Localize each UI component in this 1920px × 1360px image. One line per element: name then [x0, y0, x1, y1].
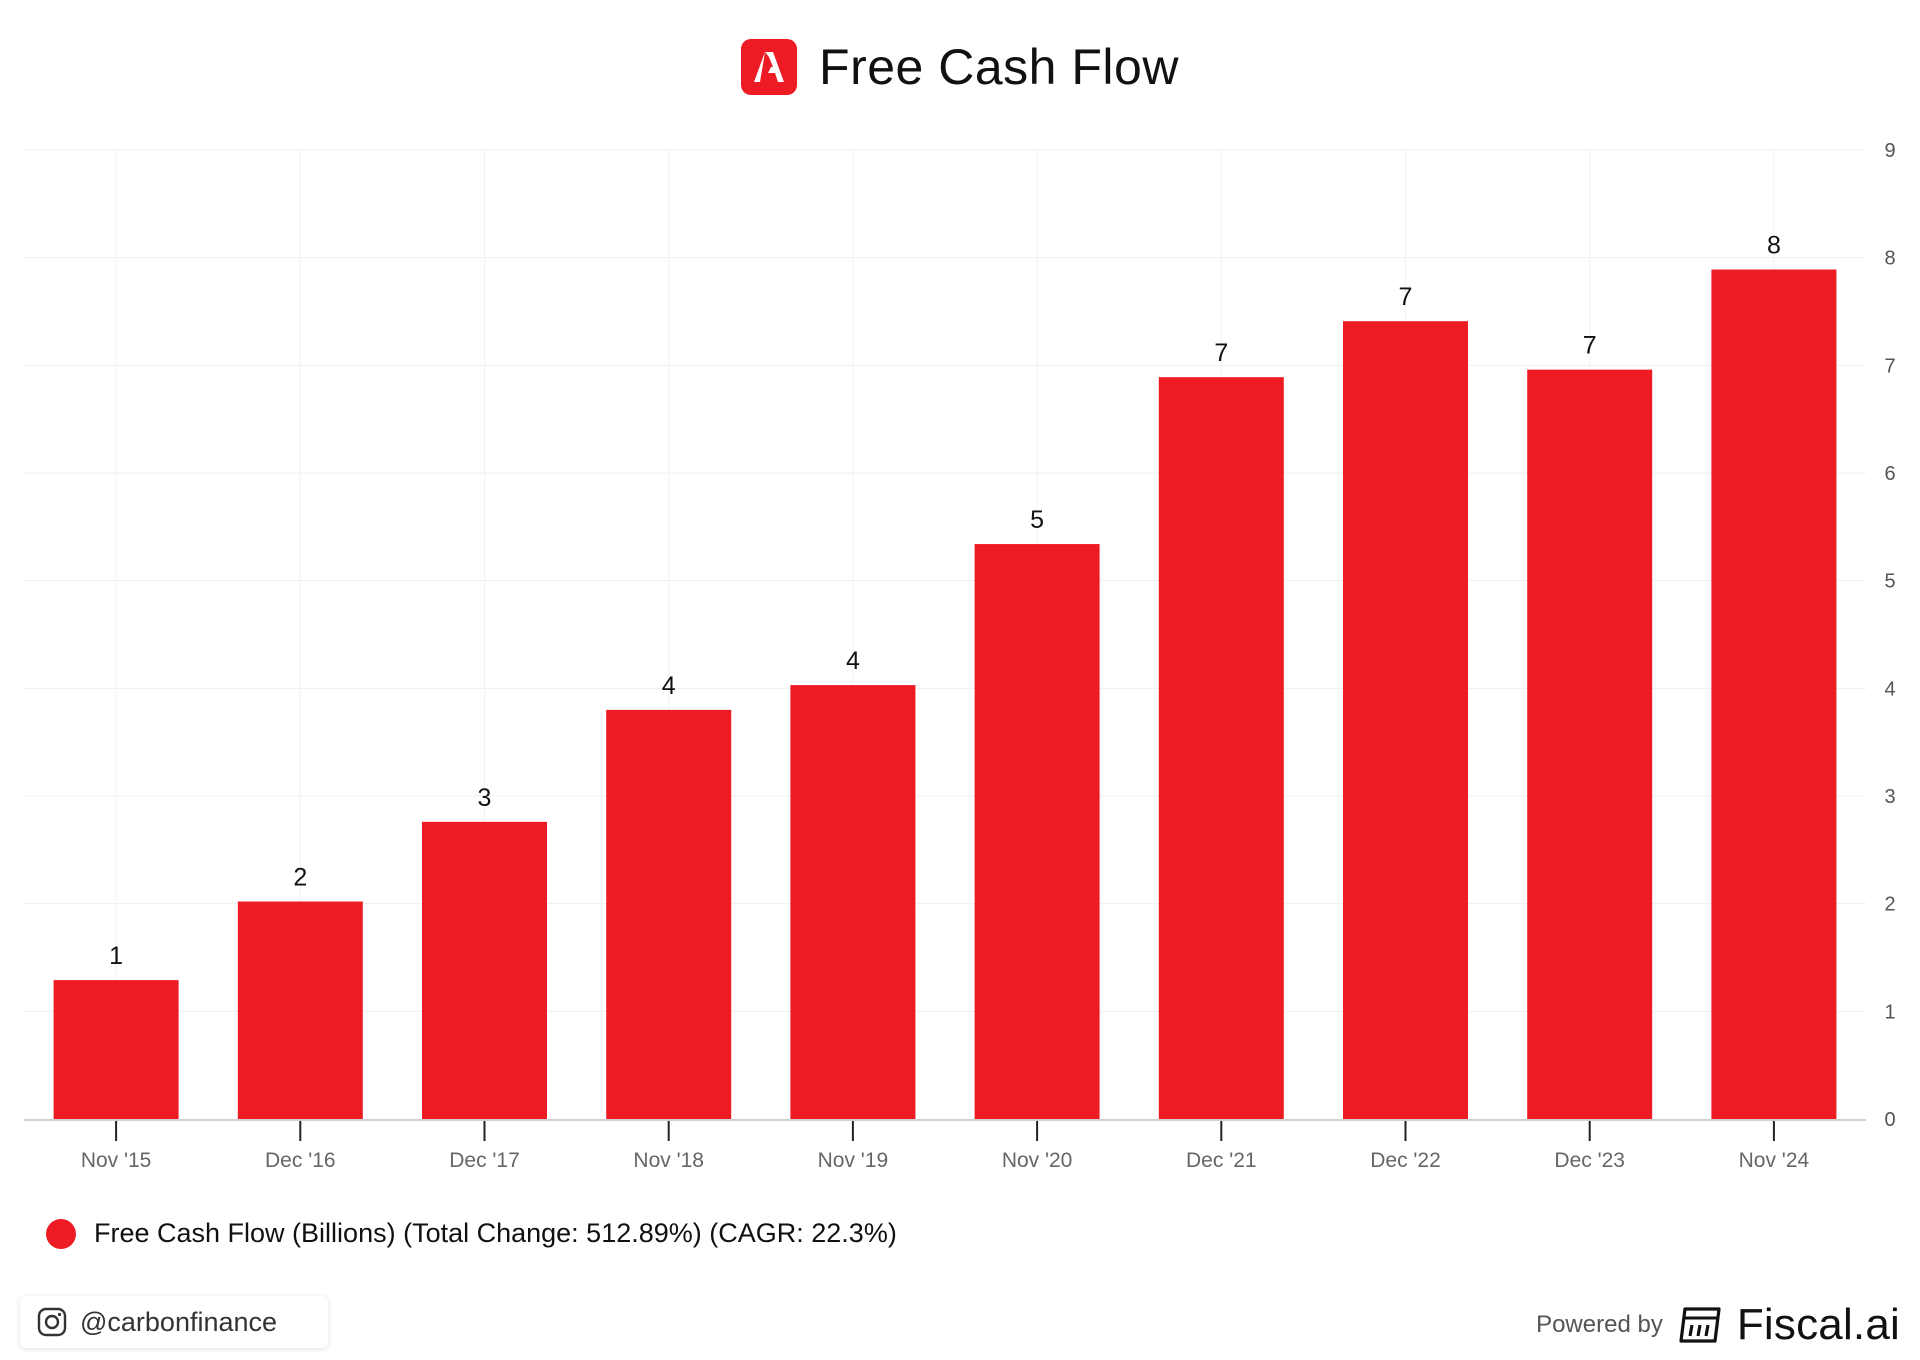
- powered-by: Powered by Fiscal.ai: [1536, 1296, 1900, 1354]
- y-tick-label: 6: [1884, 463, 1895, 485]
- legend-label: Free Cash Flow (Billions) (Total Change:…: [94, 1218, 897, 1248]
- bar-value-label: 7: [1214, 339, 1228, 367]
- bar-value-label: 3: [478, 784, 492, 812]
- bar-value-label: 2: [293, 864, 307, 892]
- bar-value-labels: 1 2 3 4 4 5 7 7 7 8: [109, 232, 1781, 971]
- bar: [53, 980, 179, 1119]
- brand-name: Fiscal.ai: [1736, 1300, 1900, 1349]
- x-axis: Nov '15 Dec '16 Dec '17 Nov '18 Nov '19 Nov '…: [24, 1119, 1866, 1172]
- x-tick-label: Dec '16: [265, 1149, 336, 1172]
- y-tick-label: 4: [1884, 678, 1895, 700]
- bar-value-label: 5: [1030, 506, 1044, 534]
- y-tick-label: 1: [1884, 1001, 1895, 1023]
- social-handle: @carbonfinance: [80, 1306, 278, 1337]
- bar-value-label: 4: [662, 672, 676, 700]
- bar: [790, 685, 916, 1119]
- x-tick-label: Dec '23: [1554, 1149, 1625, 1172]
- legend: Free Cash Flow (Billions) (Total Change:…: [46, 1218, 897, 1249]
- x-tick-label: Nov '19: [818, 1149, 889, 1172]
- bar: [237, 901, 363, 1119]
- x-tick-label: Dec '21: [1186, 1149, 1257, 1172]
- bar: [1527, 369, 1653, 1119]
- x-tick-label: Nov '15: [81, 1149, 152, 1172]
- bars: [53, 269, 1837, 1120]
- bar-value-label: 1: [109, 942, 123, 970]
- x-tick-label: Dec '22: [1370, 1149, 1441, 1172]
- fiscal-ai-logo-icon: [1679, 1307, 1721, 1343]
- y-tick-label: 0: [1884, 1109, 1895, 1131]
- y-tick-label: 9: [1884, 140, 1895, 162]
- y-tick-label: 7: [1884, 355, 1895, 377]
- bar: [1158, 377, 1284, 1120]
- x-tick-label: Dec '17: [449, 1149, 520, 1172]
- y-axis: 0 1 2 3 4 5 6 7 8 9: [1884, 140, 1895, 1131]
- instagram-icon: [37, 1307, 67, 1337]
- bar: [974, 544, 1100, 1119]
- bar: [422, 821, 547, 1119]
- bar-value-label: 4: [846, 647, 860, 675]
- y-tick-label: 8: [1884, 248, 1895, 270]
- bar-value-label: 7: [1583, 332, 1597, 360]
- y-tick-label: 2: [1884, 894, 1895, 916]
- bar: [1711, 269, 1837, 1119]
- bar-value-label: 8: [1767, 232, 1781, 260]
- x-tick-label: Nov '24: [1739, 1149, 1810, 1172]
- y-tick-label: 5: [1884, 571, 1895, 593]
- adobe-logo-icon: [741, 39, 798, 95]
- bar-value-label: 7: [1399, 283, 1413, 311]
- y-tick-label: 3: [1884, 786, 1895, 808]
- bar: [1343, 321, 1468, 1119]
- x-tick-label: Nov '18: [633, 1149, 704, 1172]
- x-tick-label: Nov '20: [1002, 1149, 1073, 1172]
- bar: [606, 709, 732, 1119]
- chart-header: Free Cash Flow: [0, 38, 1920, 96]
- powered-by-label: Powered by: [1536, 1311, 1663, 1338]
- social-handle-badge: @carbonfinance: [20, 1296, 328, 1348]
- legend-marker: [46, 1218, 76, 1249]
- chart-title: Free Cash Flow: [819, 39, 1179, 95]
